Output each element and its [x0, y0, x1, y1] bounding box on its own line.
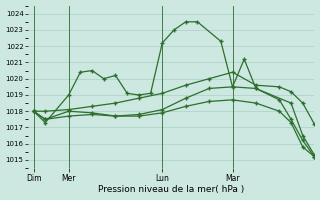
X-axis label: Pression niveau de la mer( hPa ): Pression niveau de la mer( hPa ) [98, 185, 244, 194]
